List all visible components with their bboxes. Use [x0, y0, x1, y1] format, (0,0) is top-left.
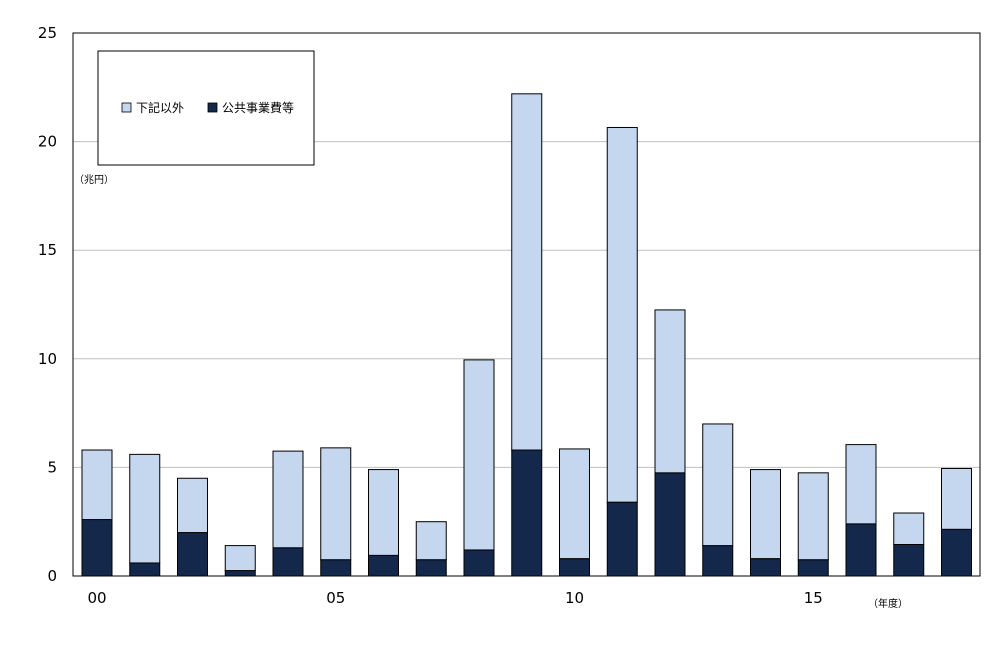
y-tick-label: 15 [38, 241, 57, 259]
legend-label-other: 下記以外 [136, 100, 184, 115]
y-axis-unit: （兆円） [74, 174, 114, 186]
bar-other-02 [177, 477, 208, 534]
x-tick-label: 05 [326, 589, 345, 607]
bar-public-works-00 [81, 519, 113, 577]
legend-swatch-public-works [207, 102, 218, 113]
legend-label-public-works: 公共事業費等 [222, 100, 294, 115]
bar-other-08 [463, 359, 495, 551]
bars [81, 93, 972, 577]
x-tick-label: 15 [804, 589, 823, 607]
bar-other-10 [559, 448, 590, 560]
bar-other-13 [702, 423, 734, 547]
bar-public-works-08 [463, 549, 495, 577]
bar-other-00 [81, 449, 113, 521]
bar-public-works-16 [845, 523, 877, 577]
bar-public-works-04 [272, 547, 304, 577]
y-tick-label: 20 [38, 133, 57, 151]
bar-public-works-03 [224, 570, 256, 577]
bar-other-14 [750, 469, 781, 560]
bar-other-01 [129, 453, 161, 564]
x-axis-unit: （年度） [868, 597, 908, 610]
bar-public-works-11 [606, 501, 638, 577]
bar-public-works-17 [893, 544, 925, 577]
bar-public-works-15 [797, 559, 829, 577]
bar-public-works-06 [368, 554, 399, 577]
x-tick-label: 00 [87, 589, 106, 607]
bar-other-17 [893, 512, 925, 546]
bar-other-06 [368, 469, 399, 556]
bar-other-11 [606, 126, 638, 503]
bar-public-works-09 [511, 449, 543, 577]
y-tick-label: 10 [38, 350, 57, 368]
bar-public-works-10 [559, 558, 590, 577]
bar-other-18 [941, 467, 972, 530]
legend-swatch-other [121, 102, 132, 113]
bar-other-07 [415, 521, 447, 561]
y-tick-label: 25 [38, 24, 57, 42]
y-tick-label: 0 [47, 567, 57, 585]
bar-other-16 [845, 444, 877, 525]
bar-public-works-12 [654, 472, 686, 577]
bar-other-03 [224, 545, 256, 572]
x-tick-label: 10 [565, 589, 584, 607]
bar-public-works-01 [129, 562, 161, 577]
bar-other-12 [654, 309, 686, 474]
y-tick-label: 5 [47, 458, 57, 476]
bar-public-works-14 [750, 558, 781, 577]
y-axis-ticks: 0 5 10 15 20 25 [38, 24, 57, 585]
bar-public-works-07 [415, 559, 447, 577]
bar-other-15 [797, 472, 829, 561]
bar-other-04 [272, 450, 304, 549]
legend-box [97, 50, 315, 166]
legend: 下記以外 公共事業費等 [97, 50, 315, 166]
plot-frame [72, 32, 981, 577]
bar-public-works-13 [702, 545, 734, 577]
bar-other-09 [511, 93, 543, 451]
bar-public-works-02 [177, 532, 208, 577]
bar-public-works-18 [941, 528, 972, 577]
bar-public-works-05 [320, 559, 352, 577]
bar-other-05 [320, 447, 352, 561]
x-axis-ticks: 00 05 10 15 [87, 589, 822, 607]
